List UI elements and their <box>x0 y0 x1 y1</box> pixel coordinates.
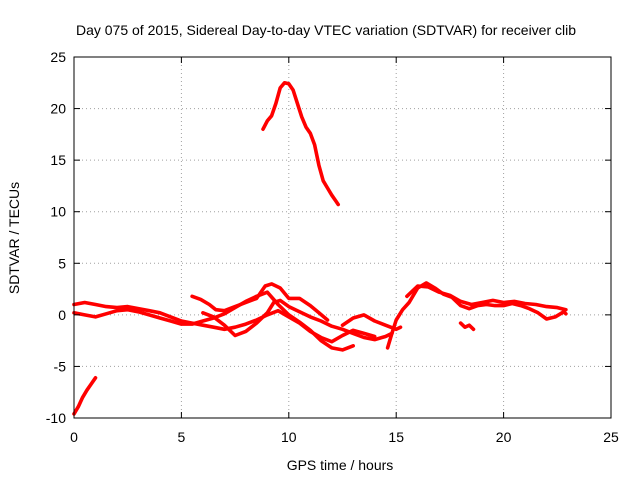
x-tick-label: 25 <box>603 429 619 445</box>
y-tick-label: -5 <box>54 358 67 374</box>
series-line-arc-5 <box>201 298 394 342</box>
series-line-arc-2 <box>261 81 340 207</box>
x-tick-label: 0 <box>70 429 78 445</box>
chart-title: Day 075 of 2015, Sidereal Day-to-day VTE… <box>76 22 576 38</box>
x-tick-label: 15 <box>388 429 404 445</box>
x-axis-label: GPS time / hours <box>287 457 394 473</box>
y-tick-label: -10 <box>46 410 66 426</box>
x-tick-label: 5 <box>178 429 186 445</box>
y-tick-label: 20 <box>50 101 66 117</box>
grid <box>74 57 611 418</box>
series-layer <box>72 81 568 416</box>
y-tick-label: 10 <box>50 204 66 220</box>
plot-frame <box>73 56 612 419</box>
y-tick-label: 15 <box>50 152 66 168</box>
y-tick-label: 5 <box>58 255 66 271</box>
y-tick-label: 0 <box>58 307 66 323</box>
axis-ticks: 0 5 10 15 20 25 -10 -5 0 5 10 15 20 25 <box>46 49 619 445</box>
series-line-arc-4 <box>72 290 355 352</box>
series-line-arc-7 <box>340 313 403 332</box>
series-line-arc-1 <box>72 376 98 416</box>
x-tick-label: 20 <box>496 429 512 445</box>
y-axis-label: SDTVAR / TECUs <box>6 182 22 294</box>
x-tick-label: 10 <box>281 429 297 445</box>
y-tick-label: 25 <box>50 49 66 65</box>
series-line-arc-6 <box>190 282 330 322</box>
series-line-arc-9 <box>405 284 568 312</box>
series-line-arc-3 <box>72 300 377 344</box>
series-line-arc-10 <box>458 321 476 332</box>
series-line-arc-8 <box>385 281 568 350</box>
